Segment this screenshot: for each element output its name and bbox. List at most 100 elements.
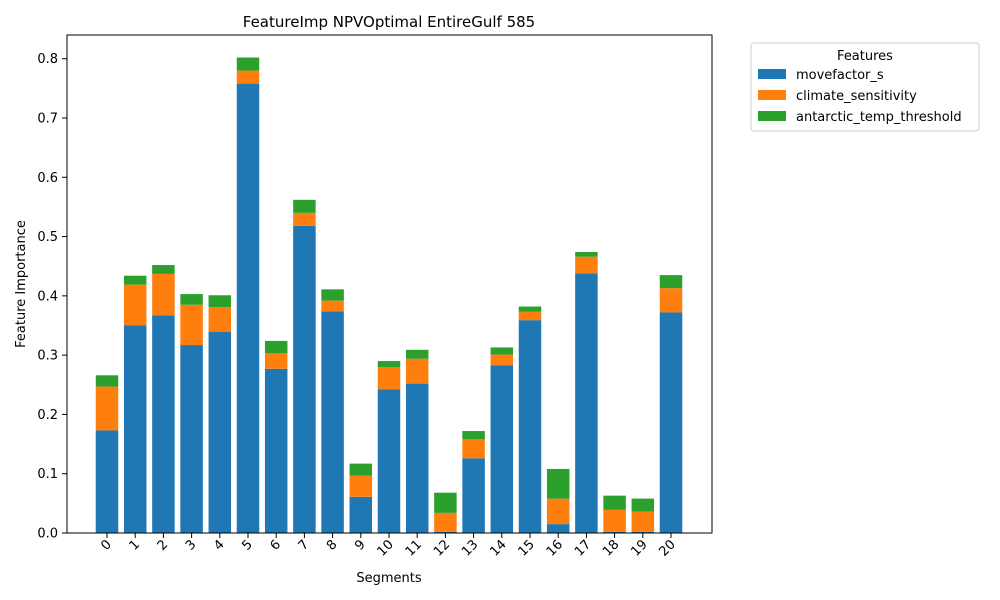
y-tick-label: 0.0 [37, 527, 58, 542]
bars-layer [95, 57, 683, 534]
bar-antarctic-temp-threshold-segment-4 [208, 295, 232, 308]
bar-antarctic-temp-threshold-segment-15 [518, 306, 542, 312]
bar-antarctic-temp-threshold-segment-0 [95, 375, 119, 387]
bar-climate-sensitivity-segment-0 [95, 386, 119, 431]
bar-antarctic-temp-threshold-segment-20 [659, 275, 683, 289]
bar-antarctic-temp-threshold-segment-6 [264, 340, 288, 354]
bar-climate-sensitivity-segment-11 [405, 358, 429, 384]
bar-climate-sensitivity-segment-5 [236, 70, 260, 84]
chart-title: FeatureImp NPVOptimal EntireGulf 585 [243, 13, 535, 31]
x-tick-label: 13 [459, 537, 481, 559]
bar-climate-sensitivity-segment-6 [264, 353, 288, 369]
x-tick-label: 7 [296, 537, 312, 553]
bar-movefactor-s-segment-0 [95, 430, 119, 533]
bar-antarctic-temp-threshold-segment-17 [575, 251, 598, 257]
bar-movefactor-s-segment-20 [659, 312, 683, 533]
bar-movefactor-s-segment-18 [603, 531, 626, 533]
legend-entries: movefactor_s climate_sensitivity antarctic… [758, 68, 962, 125]
x-axis: 0 1 2 3 4 5 6 7 8 9 10 11 12 13 14 15 16 17 18 19 20 [98, 533, 679, 560]
bar-climate-sensitivity-segment-10 [377, 367, 401, 390]
bar-climate-sensitivity-segment-14 [490, 354, 514, 366]
bar-antarctic-temp-threshold-segment-2 [152, 265, 175, 274]
bar-movefactor-s-segment-12 [434, 531, 457, 533]
x-tick-label: 16 [544, 537, 566, 559]
y-tick-label: 0.2 [37, 408, 58, 423]
bar-movefactor-s-segment-3 [180, 345, 203, 533]
y-tick-label: 0.5 [37, 230, 58, 245]
x-tick-label: 1 [127, 537, 143, 553]
y-axis: 0.0 0.1 0.2 0.3 0.4 0.5 0.6 0.7 0.8 [37, 52, 67, 542]
x-tick-label: 18 [600, 537, 622, 559]
bar-climate-sensitivity-segment-3 [180, 304, 203, 346]
y-axis-label: Feature Importance [14, 220, 29, 348]
x-tick-label: 14 [487, 537, 509, 559]
bar-movefactor-s-segment-9 [349, 496, 373, 533]
bar-movefactor-s-segment-1 [123, 325, 147, 533]
bar-movefactor-s-segment-2 [152, 315, 175, 533]
x-tick-label: 20 [657, 537, 679, 559]
bar-climate-sensitivity-segment-16 [546, 498, 570, 525]
bar-movefactor-s-segment-7 [293, 225, 316, 533]
bar-climate-sensitivity-segment-20 [659, 288, 683, 313]
bar-climate-sensitivity-segment-19 [631, 511, 655, 532]
legend-swatch-climate-sensitivity [758, 90, 786, 100]
x-tick-label: 9 [352, 537, 368, 553]
y-tick-label: 0.4 [37, 289, 58, 304]
y-tick-label: 0.3 [37, 349, 58, 364]
bar-antarctic-temp-threshold-segment-5 [236, 57, 260, 71]
legend: Features movefactor_s climate_sensitivity… [750, 42, 980, 132]
bar-climate-sensitivity-segment-1 [123, 284, 147, 326]
x-tick-label: 10 [375, 537, 397, 559]
bar-climate-sensitivity-segment-2 [152, 273, 175, 316]
x-tick-label: 5 [239, 537, 255, 553]
x-tick-label: 17 [572, 537, 594, 559]
bar-movefactor-s-segment-17 [575, 273, 598, 533]
legend-label-antarctic-temp-threshold: antarctic_temp_threshold [796, 110, 962, 125]
bar-antarctic-temp-threshold-segment-8 [321, 289, 344, 301]
legend-label-climate-sensitivity: climate_sensitivity [796, 89, 917, 104]
legend-title: Features [837, 49, 893, 64]
bar-movefactor-s-segment-11 [405, 383, 429, 533]
bar-climate-sensitivity-segment-12 [434, 512, 457, 532]
bar-movefactor-s-segment-8 [321, 311, 344, 533]
bar-climate-sensitivity-segment-4 [208, 307, 232, 333]
bar-antarctic-temp-threshold-segment-19 [631, 498, 655, 512]
legend-swatch-antarctic-temp-threshold [758, 111, 786, 121]
bar-antarctic-temp-threshold-segment-10 [377, 361, 401, 367]
bar-climate-sensitivity-segment-13 [462, 439, 485, 459]
bar-movefactor-s-segment-16 [546, 524, 570, 533]
y-tick-label: 0.8 [37, 52, 58, 67]
x-tick-label: 12 [431, 537, 453, 559]
bar-antarctic-temp-threshold-segment-3 [180, 294, 203, 305]
legend-label-movefactor-s: movefactor_s [796, 68, 884, 83]
bar-antarctic-temp-threshold-segment-9 [349, 463, 373, 476]
bar-antarctic-temp-threshold-segment-14 [490, 347, 514, 355]
bar-movefactor-s-segment-15 [518, 320, 542, 533]
x-tick-label: 0 [98, 537, 114, 553]
x-tick-label: 3 [183, 537, 199, 553]
bar-climate-sensitivity-segment-7 [293, 212, 316, 226]
bar-movefactor-s-segment-19 [631, 531, 655, 533]
bar-antarctic-temp-threshold-segment-12 [434, 492, 457, 513]
x-axis-label: Segments [356, 571, 422, 586]
bar-movefactor-s-segment-10 [377, 389, 401, 533]
y-tick-label: 0.6 [37, 171, 58, 186]
y-tick-label: 0.1 [37, 467, 58, 482]
legend-box [750, 42, 980, 132]
bar-climate-sensitivity-segment-15 [518, 311, 542, 321]
bar-movefactor-s-segment-6 [264, 368, 288, 533]
legend-swatch-movefactor-s [758, 69, 786, 79]
x-tick-label: 11 [403, 537, 425, 559]
bar-antarctic-temp-threshold-segment-1 [123, 275, 147, 285]
bar-climate-sensitivity-segment-18 [603, 509, 626, 532]
bar-antarctic-temp-threshold-segment-16 [546, 468, 570, 499]
bar-antarctic-temp-threshold-segment-7 [293, 199, 316, 213]
bar-movefactor-s-segment-4 [208, 332, 232, 533]
bar-antarctic-temp-threshold-segment-13 [462, 431, 485, 440]
bar-movefactor-s-segment-14 [490, 365, 514, 533]
bar-climate-sensitivity-segment-9 [349, 475, 373, 497]
bar-climate-sensitivity-segment-17 [575, 256, 598, 274]
bar-climate-sensitivity-segment-8 [321, 300, 344, 312]
x-tick-label: 2 [155, 537, 171, 553]
